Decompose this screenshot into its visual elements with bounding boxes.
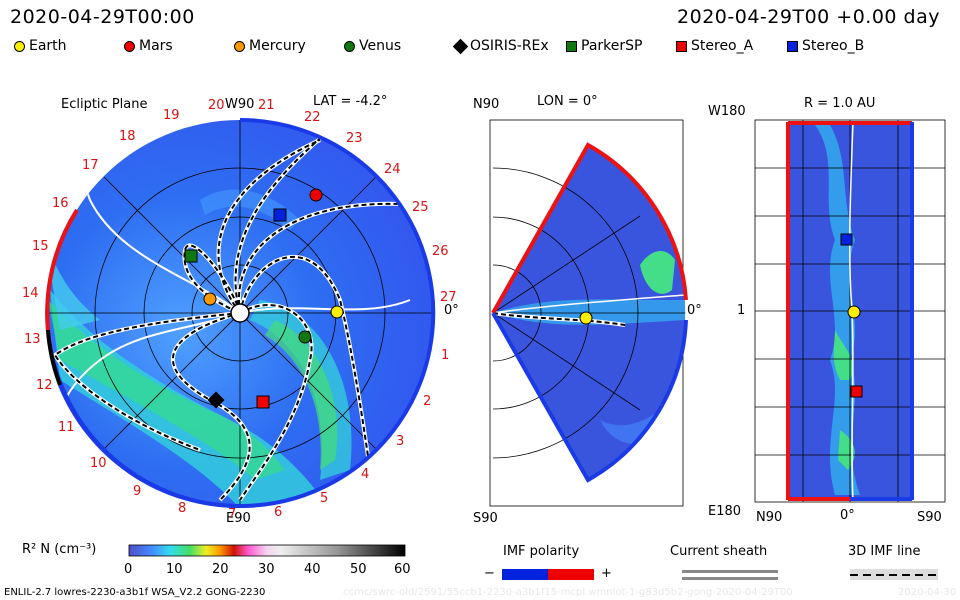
osiris-marker — [207, 391, 225, 409]
stereo-b-marker — [273, 208, 287, 222]
carr-11: 11 — [58, 420, 75, 435]
w90-label: W90 — [225, 97, 255, 112]
legend-stereo-b: Stereo_B — [787, 38, 864, 54]
mars-marker-icon — [124, 40, 135, 52]
meridional-panel — [489, 119, 688, 507]
imf-minus-swatch — [502, 569, 548, 580]
n90-map-label: N90 — [756, 510, 783, 525]
model-info: ENLIL-2.7 lowres-2230-a3b1f WSA_V2.2 GON… — [4, 587, 266, 598]
time-left: 2020-04-29T00:00 — [10, 6, 195, 28]
stereo-a-marker-icon — [676, 40, 687, 52]
cbar-tick-10: 10 — [166, 562, 183, 577]
carr-10: 10 — [90, 456, 107, 471]
carr-1: 1 — [441, 348, 450, 363]
watermark: ccmc/swrc-old/2591/55ccb1-2230-a3b1f15-m… — [343, 587, 793, 598]
sheath-line-2 — [682, 577, 778, 580]
carr-9: 9 — [133, 484, 142, 499]
venus-marker-icon — [344, 40, 355, 52]
carr-6: 6 — [274, 505, 283, 520]
current-sheath-title: Current sheath — [670, 544, 768, 559]
stereo-b-marker-icon — [787, 40, 798, 52]
meridional-zero-label: 0° — [687, 303, 702, 318]
ecliptic-title: Ecliptic Plane — [61, 97, 148, 112]
carr-2: 2 — [423, 394, 432, 409]
s90-label: S90 — [473, 511, 498, 526]
venus-marker — [298, 330, 312, 344]
cbar-tick-30: 30 — [258, 562, 275, 577]
watermark-right: 2020-04-30 — [898, 587, 957, 598]
carr-23: 23 — [346, 131, 363, 146]
time-right: 2020-04-29T00 +0.00 day — [677, 6, 940, 28]
colorbar-label: R² N (cm⁻³) — [22, 542, 97, 557]
r-label: R = 1.0 AU — [804, 96, 876, 111]
carr-14: 14 — [22, 286, 39, 301]
legend-venus: Venus — [344, 38, 401, 54]
parker-marker-icon — [566, 40, 577, 52]
earth-marker — [330, 305, 344, 319]
carr-7: 7 — [228, 507, 237, 522]
imf-minus-label: − — [484, 566, 495, 581]
carr-18: 18 — [119, 129, 136, 144]
imf-plus-swatch — [548, 569, 594, 580]
parker-marker — [184, 249, 198, 263]
imf3d-title: 3D IMF line — [848, 544, 921, 559]
mars-marker — [309, 188, 323, 202]
colorbar — [128, 544, 406, 557]
imf-polarity-title: IMF polarity — [503, 544, 580, 559]
legend-earth: Earth — [14, 38, 67, 54]
cbar-tick-40: 40 — [304, 562, 321, 577]
carr-4: 4 — [361, 467, 370, 482]
zero-deg-label: 0° — [444, 303, 459, 318]
lon-label: LON = 0° — [537, 94, 598, 109]
carr-8: 8 — [178, 501, 187, 516]
carr-24: 24 — [384, 162, 401, 177]
sheath-line-1 — [682, 570, 778, 573]
carr-12: 12 — [36, 378, 53, 393]
carr-26: 26 — [432, 244, 449, 259]
cbar-tick-0: 0 — [124, 562, 133, 577]
legend-mercury: Mercury — [234, 38, 306, 54]
stereo-a-marker — [256, 395, 270, 409]
lat-label: LAT = -4.2° — [313, 94, 388, 109]
imf-plus-label: + — [601, 566, 612, 581]
legend-stereo-a: Stereo_A — [676, 38, 753, 54]
carr-21: 21 — [258, 98, 275, 113]
ecliptic-panel — [45, 118, 436, 509]
carr-19: 19 — [163, 108, 180, 123]
carr-16: 16 — [52, 196, 69, 211]
map-mid-label: 1 — [737, 303, 746, 318]
earth-marker-icon — [14, 40, 25, 52]
legend-osiris: OSIRIS-REx — [452, 38, 549, 54]
earth-marker-map — [847, 305, 861, 319]
s90-map-label: S90 — [917, 510, 942, 525]
cbar-tick-60: 60 — [394, 562, 411, 577]
earth-marker-meridional — [579, 311, 593, 325]
carr-17: 17 — [82, 158, 99, 173]
stereo-a-marker-map — [850, 385, 863, 398]
zero-map-label: 0° — [840, 508, 855, 523]
carr-20: 20 — [208, 98, 225, 113]
imf-boundary-red — [45, 208, 79, 331]
carr-13: 13 — [24, 332, 41, 347]
mercury-marker-icon — [234, 40, 245, 52]
stereo-b-marker-map — [840, 233, 853, 246]
radial-panel — [754, 119, 946, 503]
sun-icon — [230, 303, 250, 323]
carr-15: 15 — [32, 239, 49, 254]
carr-5: 5 — [320, 491, 329, 506]
w180-label: W180 — [708, 104, 746, 119]
carr-3: 3 — [396, 434, 405, 449]
cbar-tick-50: 50 — [350, 562, 367, 577]
mercury-marker — [203, 292, 217, 306]
legend-mars: Mars — [124, 38, 173, 54]
e90-label: E90 — [226, 511, 251, 526]
cbar-tick-20: 20 — [212, 562, 229, 577]
carr-25: 25 — [412, 200, 429, 215]
carr-27: 27 — [440, 290, 457, 305]
legend-parker: ParkerSP — [566, 38, 642, 54]
n90-label: N90 — [473, 97, 500, 112]
e180-label: E180 — [708, 504, 742, 519]
carr-22: 22 — [304, 110, 321, 125]
